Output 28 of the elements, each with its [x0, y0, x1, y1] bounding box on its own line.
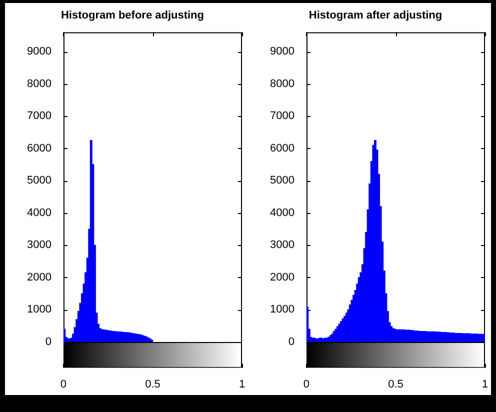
chart-title: Histogram before adjusting [60, 10, 204, 22]
x-tick-label: 0 [303, 378, 310, 390]
y-tick-label: 4000 [270, 206, 294, 219]
y-tick-label: 2000 [270, 271, 294, 284]
y-tick-label: 7000 [26, 110, 52, 122]
y-tick-label: 7000 [270, 110, 294, 122]
y-tick-label: 2000 [26, 271, 52, 284]
x-tick-label: 1 [238, 378, 246, 390]
y-tick-label: 1000 [26, 304, 52, 316]
y-tick-label: 9000 [270, 46, 294, 58]
x-tick-label: 1 [482, 378, 488, 390]
y-tick-label: 8000 [270, 78, 294, 90]
y-tick-label: 1000 [270, 304, 294, 316]
y-tick-label: 5000 [26, 174, 52, 187]
y-tick-label: 0 [288, 336, 294, 348]
x-tick-label: 0.5 [388, 378, 404, 390]
y-tick-label: 6000 [270, 142, 294, 154]
x-tick-label: 0 [60, 378, 67, 390]
chart-title: Histogram after adjusting [308, 10, 442, 22]
y-tick-label: 0 [45, 336, 52, 348]
y-tick-label: 3000 [270, 239, 294, 252]
x-tick-label: 0.5 [145, 378, 160, 390]
y-tick-label: 6000 [26, 142, 52, 154]
y-tick-label: 5000 [270, 174, 294, 187]
y-tick-label: 8000 [26, 78, 52, 90]
y-tick-label: 9000 [26, 46, 52, 58]
y-tick-label: 4000 [26, 206, 52, 219]
y-tick-label: 3000 [26, 239, 52, 252]
